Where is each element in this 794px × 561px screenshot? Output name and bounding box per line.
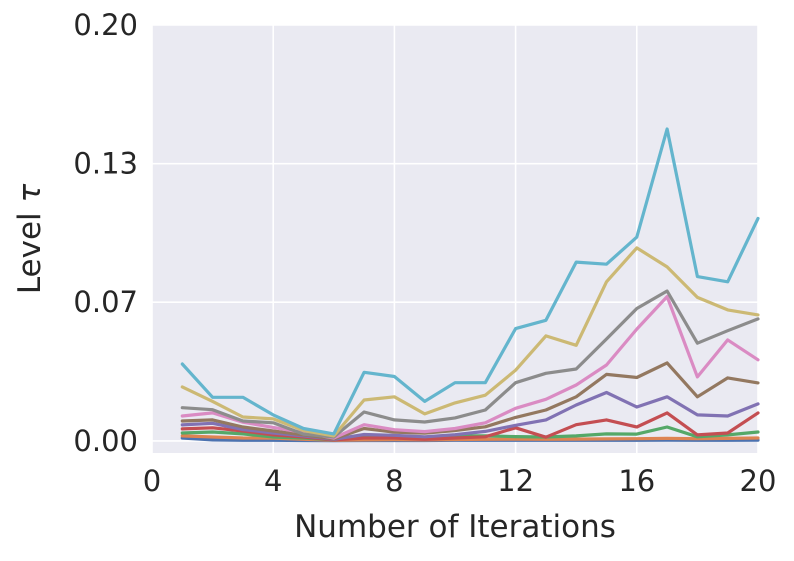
x-axis-label: Number of Iterations [294, 509, 616, 545]
y-tick-label: 0.07 [73, 285, 138, 319]
series-gray-line [180, 289, 760, 439]
y-tick-label: 0.00 [73, 424, 138, 458]
y-tick-label: 0.20 [73, 8, 138, 42]
series-khaki-line [180, 246, 760, 438]
x-tick-label: 12 [497, 464, 534, 498]
series-cyan-line [180, 127, 760, 436]
x-tick-label: 4 [264, 464, 282, 498]
x-tick-label: 0 [143, 464, 161, 498]
x-tick-label: 8 [385, 464, 403, 498]
x-tick-label: 16 [618, 464, 655, 498]
series-brown-line [180, 361, 760, 441]
x-tick-label: 20 [740, 464, 777, 498]
series-pink-line [180, 295, 760, 440]
series-red-line [180, 411, 760, 442]
series-purple-line [180, 390, 760, 441]
plot-area [152, 25, 758, 453]
y-tick-label: 0.13 [73, 147, 138, 181]
y-axis-label: Level τ [12, 183, 48, 294]
